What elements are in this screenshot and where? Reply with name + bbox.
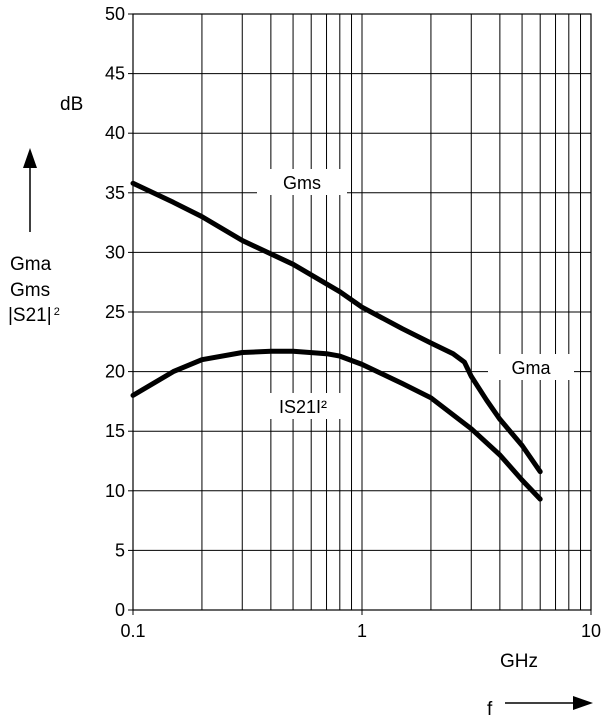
- y-label-line-gma: Gma: [10, 254, 52, 275]
- y-tick-label: 45: [105, 64, 125, 84]
- series-line: [130, 180, 543, 475]
- y-tick-label: 15: [105, 421, 125, 441]
- y-label-line-gms: Gms: [10, 280, 51, 301]
- grid: [132, 13, 592, 611]
- axis-arrows: [23, 148, 593, 710]
- series: [130, 180, 543, 502]
- x-tick-label: 0.1: [120, 621, 145, 641]
- y-unit-label: dB: [60, 94, 84, 115]
- series-label-gms: Gms: [283, 173, 321, 193]
- x-arrow-head-icon: [573, 696, 593, 710]
- series-label-s21: IS21I²: [279, 397, 327, 417]
- y-label-line-s21: |S21| 2: [8, 306, 60, 325]
- y-tick-label: 35: [105, 183, 125, 203]
- series-label-gma-bg: [488, 354, 574, 380]
- y-tick-label: 5: [115, 540, 125, 560]
- series-label-gms-bg: [257, 169, 347, 195]
- x-tick-label: 10: [581, 621, 601, 641]
- y-tick-label: 20: [105, 362, 125, 382]
- tick-labels: 0 5 10 15 20 25 30 35 40 45 50 0.1 1 10: [105, 4, 601, 641]
- y-label-s21-text: |S21|: [8, 305, 52, 326]
- y-arrow-head-icon: [23, 148, 37, 168]
- y-tick-label: 0: [115, 600, 125, 620]
- y-label-s21-sup: 2: [53, 306, 60, 318]
- x-quantity-label: f: [487, 699, 493, 720]
- series-label-gma: Gma: [511, 358, 551, 378]
- x-axis-label: GHz: [500, 651, 538, 672]
- y-tick-label: 25: [105, 302, 125, 322]
- x-tick-label: 1: [357, 621, 367, 641]
- y-tick-label: 40: [105, 123, 125, 143]
- series-label-s21-bg: [263, 393, 343, 419]
- y-tick-label: 10: [105, 481, 125, 501]
- series-labels: Gms Gma IS21I²: [257, 169, 574, 419]
- y-tick-label: 30: [105, 242, 125, 262]
- y-tick-label: 50: [105, 4, 125, 24]
- series-line: [130, 348, 543, 502]
